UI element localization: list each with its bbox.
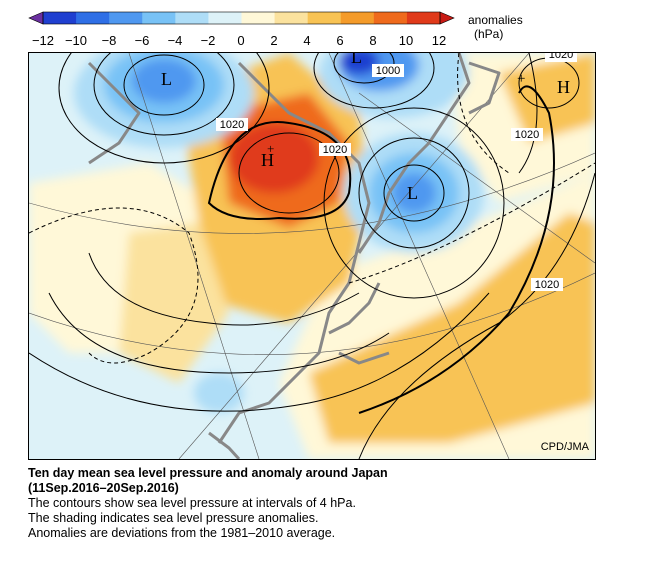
isobar-label-1020: 1020 [549,53,573,61]
tick-label: 10 [399,33,413,48]
isobars [29,53,595,459]
caption-line-contours: The contours show sea level pressure at … [28,496,356,510]
colorbar-cell [241,12,276,24]
unit-label: anomalies [468,13,523,27]
colorbar-cell [307,12,342,24]
low-center-label: L [351,53,362,67]
colorbar-unit: anomalies (hPa) [468,13,523,41]
colorbar-cell [406,12,441,24]
isobar-label-1020: 1020 [515,129,539,141]
low-center-label: L [407,183,418,203]
zero-anomaly-contours [29,53,595,364]
pressure-anomaly-map: 1000 1020 1020 1020 1020 1020 L L L H H … [28,52,596,460]
tick-label: −12 [32,33,54,48]
colorbar-frame [42,11,441,25]
unit-hpa: (hPa) [474,27,504,41]
colorbar-low-arrow [28,11,44,25]
isobar-label-1020: 1020 [535,279,559,291]
colorbar-cell [274,12,309,24]
colorbar-cell [109,12,143,24]
caption-title: Ten day mean sea level pressure and anom… [28,466,388,480]
colorbar-cell [373,12,408,24]
isobar-1020-thick [207,85,555,414]
caption-date-range: (11Sep.2016–20Sep.2016) [28,481,179,495]
colorbar-cell [175,12,209,24]
colorbar-cells [43,12,441,24]
colorbar-cell [43,12,77,24]
tick-label: −10 [65,33,87,48]
tick-label: 4 [303,33,310,48]
center-marker-plus: + [517,71,525,87]
high-center-label: H [557,77,570,97]
tick-label: 0 [237,33,244,48]
tick-label: −4 [168,33,183,48]
map-svg: 1000 1020 1020 1020 1020 1020 L L L H H … [29,53,595,459]
isobar-label-1020: 1020 [220,119,244,131]
colorbar-cell [340,12,375,24]
tick-label: −8 [102,33,117,48]
colorbar-high-arrow [439,11,455,25]
coastlines [87,53,501,459]
tick-label: −6 [135,33,150,48]
graticule [29,53,595,459]
tick-label: 6 [336,33,343,48]
tick-label: 2 [270,33,277,48]
colorbar-svg: −12 −10 −8 −6 −4 −2 0 2 4 6 8 10 12 [28,11,455,48]
high-center-label: H [261,150,274,170]
low-center-label: L [161,69,172,89]
colorbar-cell [76,12,110,24]
center-marker-plus: + [267,141,274,156]
colorbar-cell [208,12,242,24]
caption-line-shading: The shading indicates sea level pressure… [28,511,319,525]
figure-caption: Ten day mean sea level pressure and anom… [28,466,628,541]
tick-label: −2 [201,33,216,48]
isobar-label-1020: 1020 [323,144,347,156]
pressure-centers: L L L H H + + [161,53,570,203]
tick-label: 8 [369,33,376,48]
caption-line-baseline: Anomalies are deviations from the 1981–2… [28,526,336,540]
credit-label: CPD/JMA [540,441,589,453]
tick-label: 12 [432,33,446,48]
isobar-labels: 1000 1020 1020 1020 1020 1020 [216,53,577,291]
anomaly-colorbar: −12 −10 −8 −6 −4 −2 0 2 4 6 8 10 12 [0,0,650,52]
colorbar-cell [142,12,176,24]
isobar-label-1000: 1000 [376,65,400,77]
